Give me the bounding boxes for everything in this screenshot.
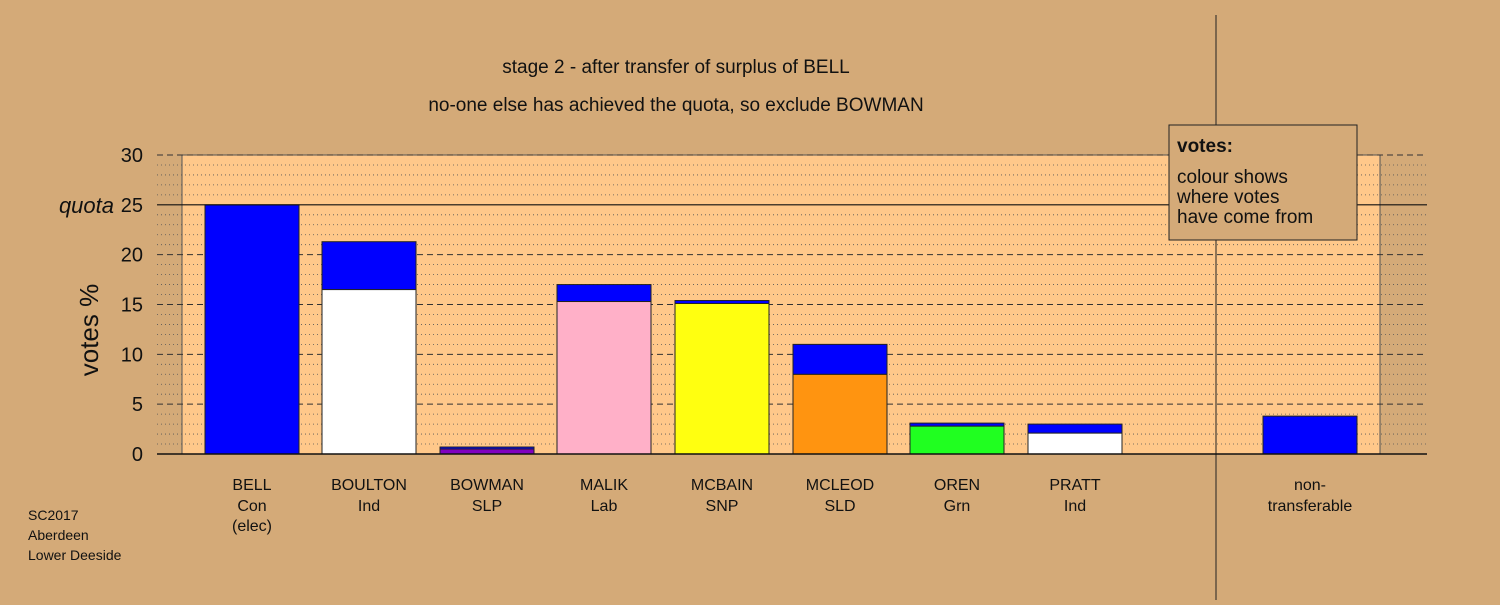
bar-pratt-segment-1 — [1027, 432, 1123, 455]
candidate-party-label: SLP — [472, 498, 502, 515]
candidate-name-label: MCBAIN — [691, 477, 753, 494]
candidate-party-label: SLD — [824, 498, 855, 515]
y-tick-label: 15 — [121, 295, 143, 317]
y-tick-label: 20 — [121, 245, 143, 267]
y-tick-label: 10 — [121, 344, 143, 366]
y-tick-label: 5 — [132, 394, 143, 416]
bar-bowman-segment-7 — [439, 446, 535, 450]
candidate-name-label: BOULTON — [331, 477, 407, 494]
chart-title: stage 2 - after transfer of surplus of B… — [502, 57, 849, 78]
bar-pratt-segment-7 — [1027, 423, 1123, 434]
bar-boulton-segment-1 — [321, 289, 417, 455]
legend-line: colour shows — [1177, 167, 1288, 188]
legend-line: where votes — [1176, 187, 1279, 208]
candidate-party-label: Lab — [591, 498, 618, 515]
y-tick-label: 30 — [121, 145, 143, 167]
bar-mcbain-segment-7 — [674, 300, 770, 305]
y-axis-label: votes % — [74, 284, 104, 377]
candidate-party-label: SNP — [706, 498, 739, 515]
bar-boulton-segment-7 — [321, 241, 417, 291]
bar-nontransferable — [1262, 415, 1358, 455]
bar-oren-segment-6 — [909, 425, 1005, 455]
candidate-party-label: Grn — [944, 498, 971, 515]
bar-mcleod-segment-5 — [792, 373, 888, 455]
legend-title: votes: — [1177, 136, 1233, 157]
candidate-party-label: Ind — [358, 498, 380, 515]
bar-mcleod-segment-7 — [792, 343, 888, 375]
chart-subtitle: no-one else has achieved the quota, so e… — [428, 95, 923, 116]
bar-malik-segment-7 — [556, 284, 652, 303]
legend-box — [1168, 124, 1358, 241]
footer-line1: SC2017 — [28, 507, 79, 523]
y-tick-label: 25 — [121, 195, 143, 217]
footer-line2: Aberdeen — [28, 527, 89, 543]
candidate-name-label: MALIK — [580, 477, 628, 494]
candidate-name-label: BELL — [232, 477, 271, 494]
footer-line3: Lower Deeside — [28, 547, 122, 563]
quota-label: quota — [59, 193, 114, 218]
candidate-party-label: Con — [237, 498, 266, 515]
legend-line: have come from — [1177, 207, 1313, 228]
nontransferable-label-line1: non- — [1294, 477, 1326, 494]
bar-mcbain-segment-4 — [674, 303, 770, 455]
candidate-note-label: (elec) — [232, 518, 272, 535]
bar-malik-segment-3 — [556, 301, 652, 455]
bar-oren-segment-7 — [909, 422, 1005, 427]
bar-bell-segment-0 — [204, 204, 300, 455]
candidate-name-label: BOWMAN — [450, 477, 524, 494]
y-tick-label: 0 — [132, 444, 143, 466]
nontransferable-label-line2: transferable — [1268, 498, 1353, 515]
candidate-name-label: MCLEOD — [806, 477, 874, 494]
candidate-party-label: Ind — [1064, 498, 1086, 515]
candidate-name-label: OREN — [934, 477, 980, 494]
candidate-name-label: PRATT — [1049, 477, 1100, 494]
